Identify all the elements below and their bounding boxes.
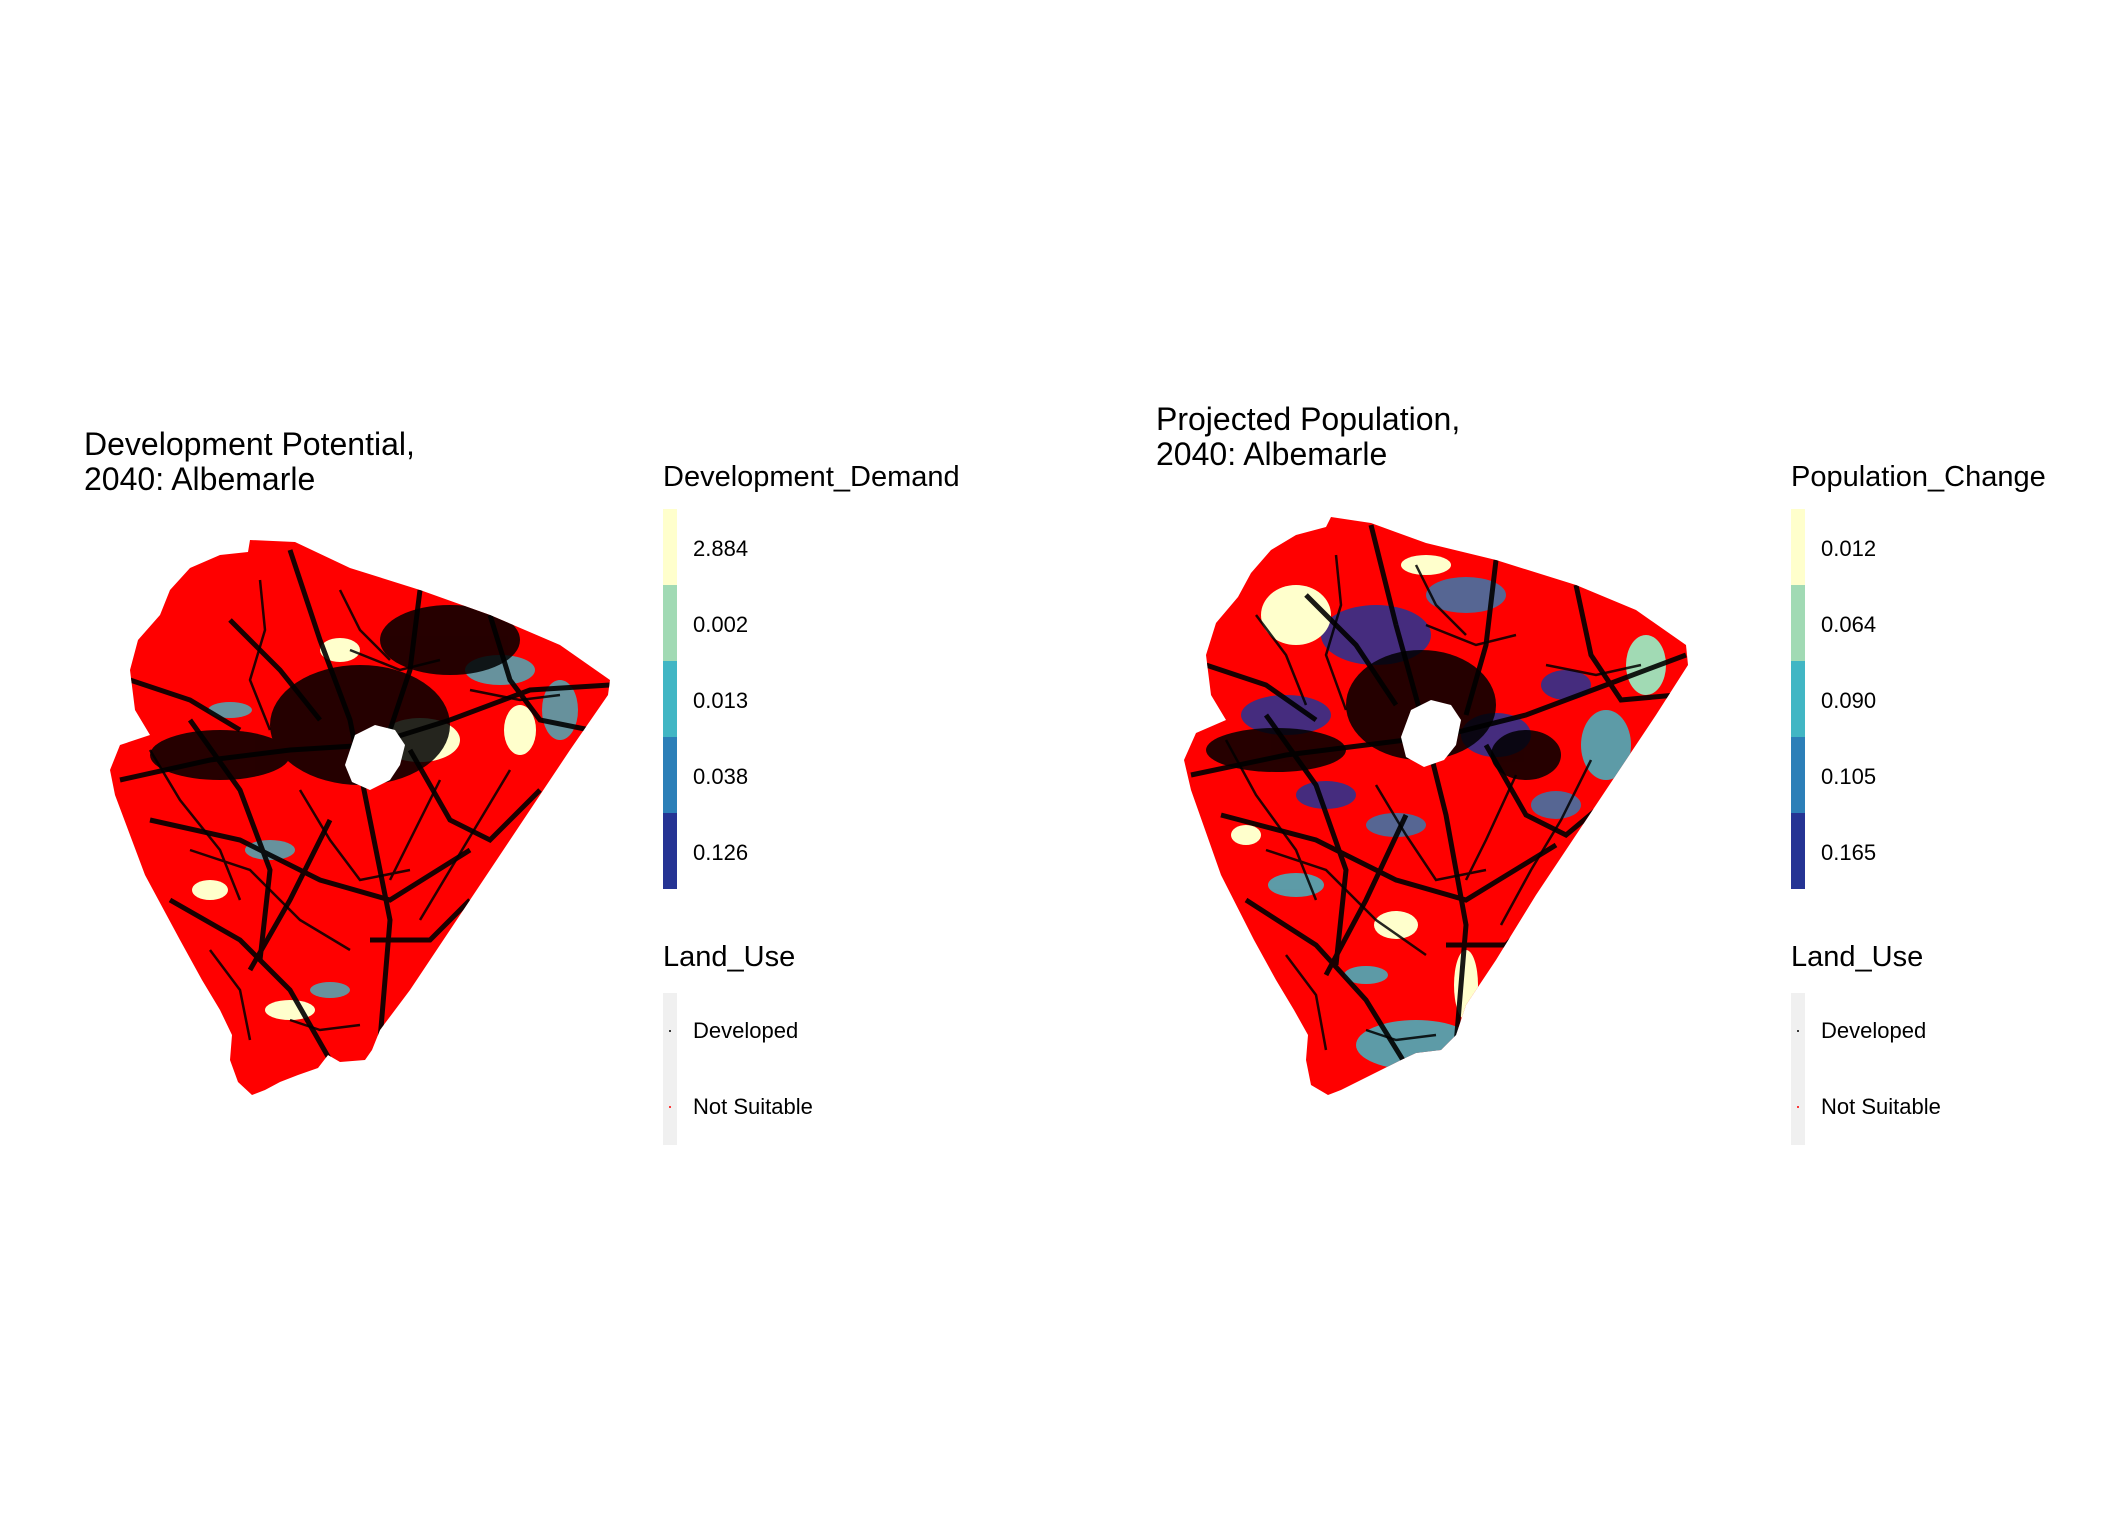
colorbar-label: 0.038 bbox=[693, 764, 749, 789]
not-suitable-marker bbox=[1797, 1106, 1799, 1108]
colorbar-step bbox=[663, 737, 677, 813]
colorbar-label: 0.165 bbox=[1821, 840, 1877, 865]
colorbar-step bbox=[1791, 585, 1805, 661]
colorbar-step bbox=[663, 585, 677, 661]
colorbar-label: 0.090 bbox=[1821, 688, 1877, 713]
land-use-key bbox=[1791, 993, 1805, 1145]
development-potential-panel: Development Potential, 2040: Albemarle bbox=[84, 426, 960, 1145]
colorbar bbox=[663, 509, 677, 889]
colorbar-step bbox=[1791, 737, 1805, 813]
colorbar bbox=[1791, 509, 1805, 889]
colorbar-label: 0.064 bbox=[1821, 612, 1877, 637]
colorbar-step bbox=[1791, 661, 1805, 737]
colorbar-step bbox=[663, 661, 677, 737]
land-use-label: Not Suitable bbox=[693, 1094, 813, 1119]
projected-population-panel: Projected Population, 2040: Albemarle bbox=[1056, 0, 2112, 1536]
colorbar-title: Population_Change bbox=[1791, 461, 2046, 493]
land-use-label: Developed bbox=[693, 1018, 799, 1043]
map-title: Projected Population, 2040: Albemarle bbox=[1156, 401, 1461, 472]
colorbar-label: 0.002 bbox=[693, 612, 749, 637]
land-use-label: Not Suitable bbox=[1821, 1094, 1941, 1119]
map-title: Development Potential, 2040: Albemarle bbox=[84, 426, 415, 497]
colorbar-label: 0.105 bbox=[1821, 764, 1877, 789]
not-suitable-marker bbox=[669, 1106, 671, 1108]
colorbar-step bbox=[1791, 813, 1805, 889]
projected-population-map bbox=[1184, 517, 1688, 1095]
land-use-legend-title: Land_Use bbox=[1791, 941, 1924, 973]
colorbar-label: 2.884 bbox=[693, 536, 749, 561]
colorbar-label: 0.126 bbox=[693, 840, 749, 865]
colorbar-label: 0.012 bbox=[1821, 536, 1877, 561]
colorbar-step bbox=[1791, 509, 1805, 585]
land-use-legend-title: Land_Use bbox=[663, 941, 796, 973]
colorbar-step bbox=[663, 509, 677, 585]
land-use-label: Developed bbox=[1821, 1018, 1927, 1043]
colorbar-title: Development_Demand bbox=[663, 461, 960, 493]
colorbar-label: 0.013 bbox=[693, 688, 749, 713]
colorbar-step bbox=[663, 813, 677, 889]
developed-marker bbox=[1797, 1030, 1799, 1032]
development-potential-map bbox=[110, 540, 610, 1095]
developed-marker bbox=[669, 1030, 671, 1032]
land-use-key bbox=[663, 993, 677, 1145]
